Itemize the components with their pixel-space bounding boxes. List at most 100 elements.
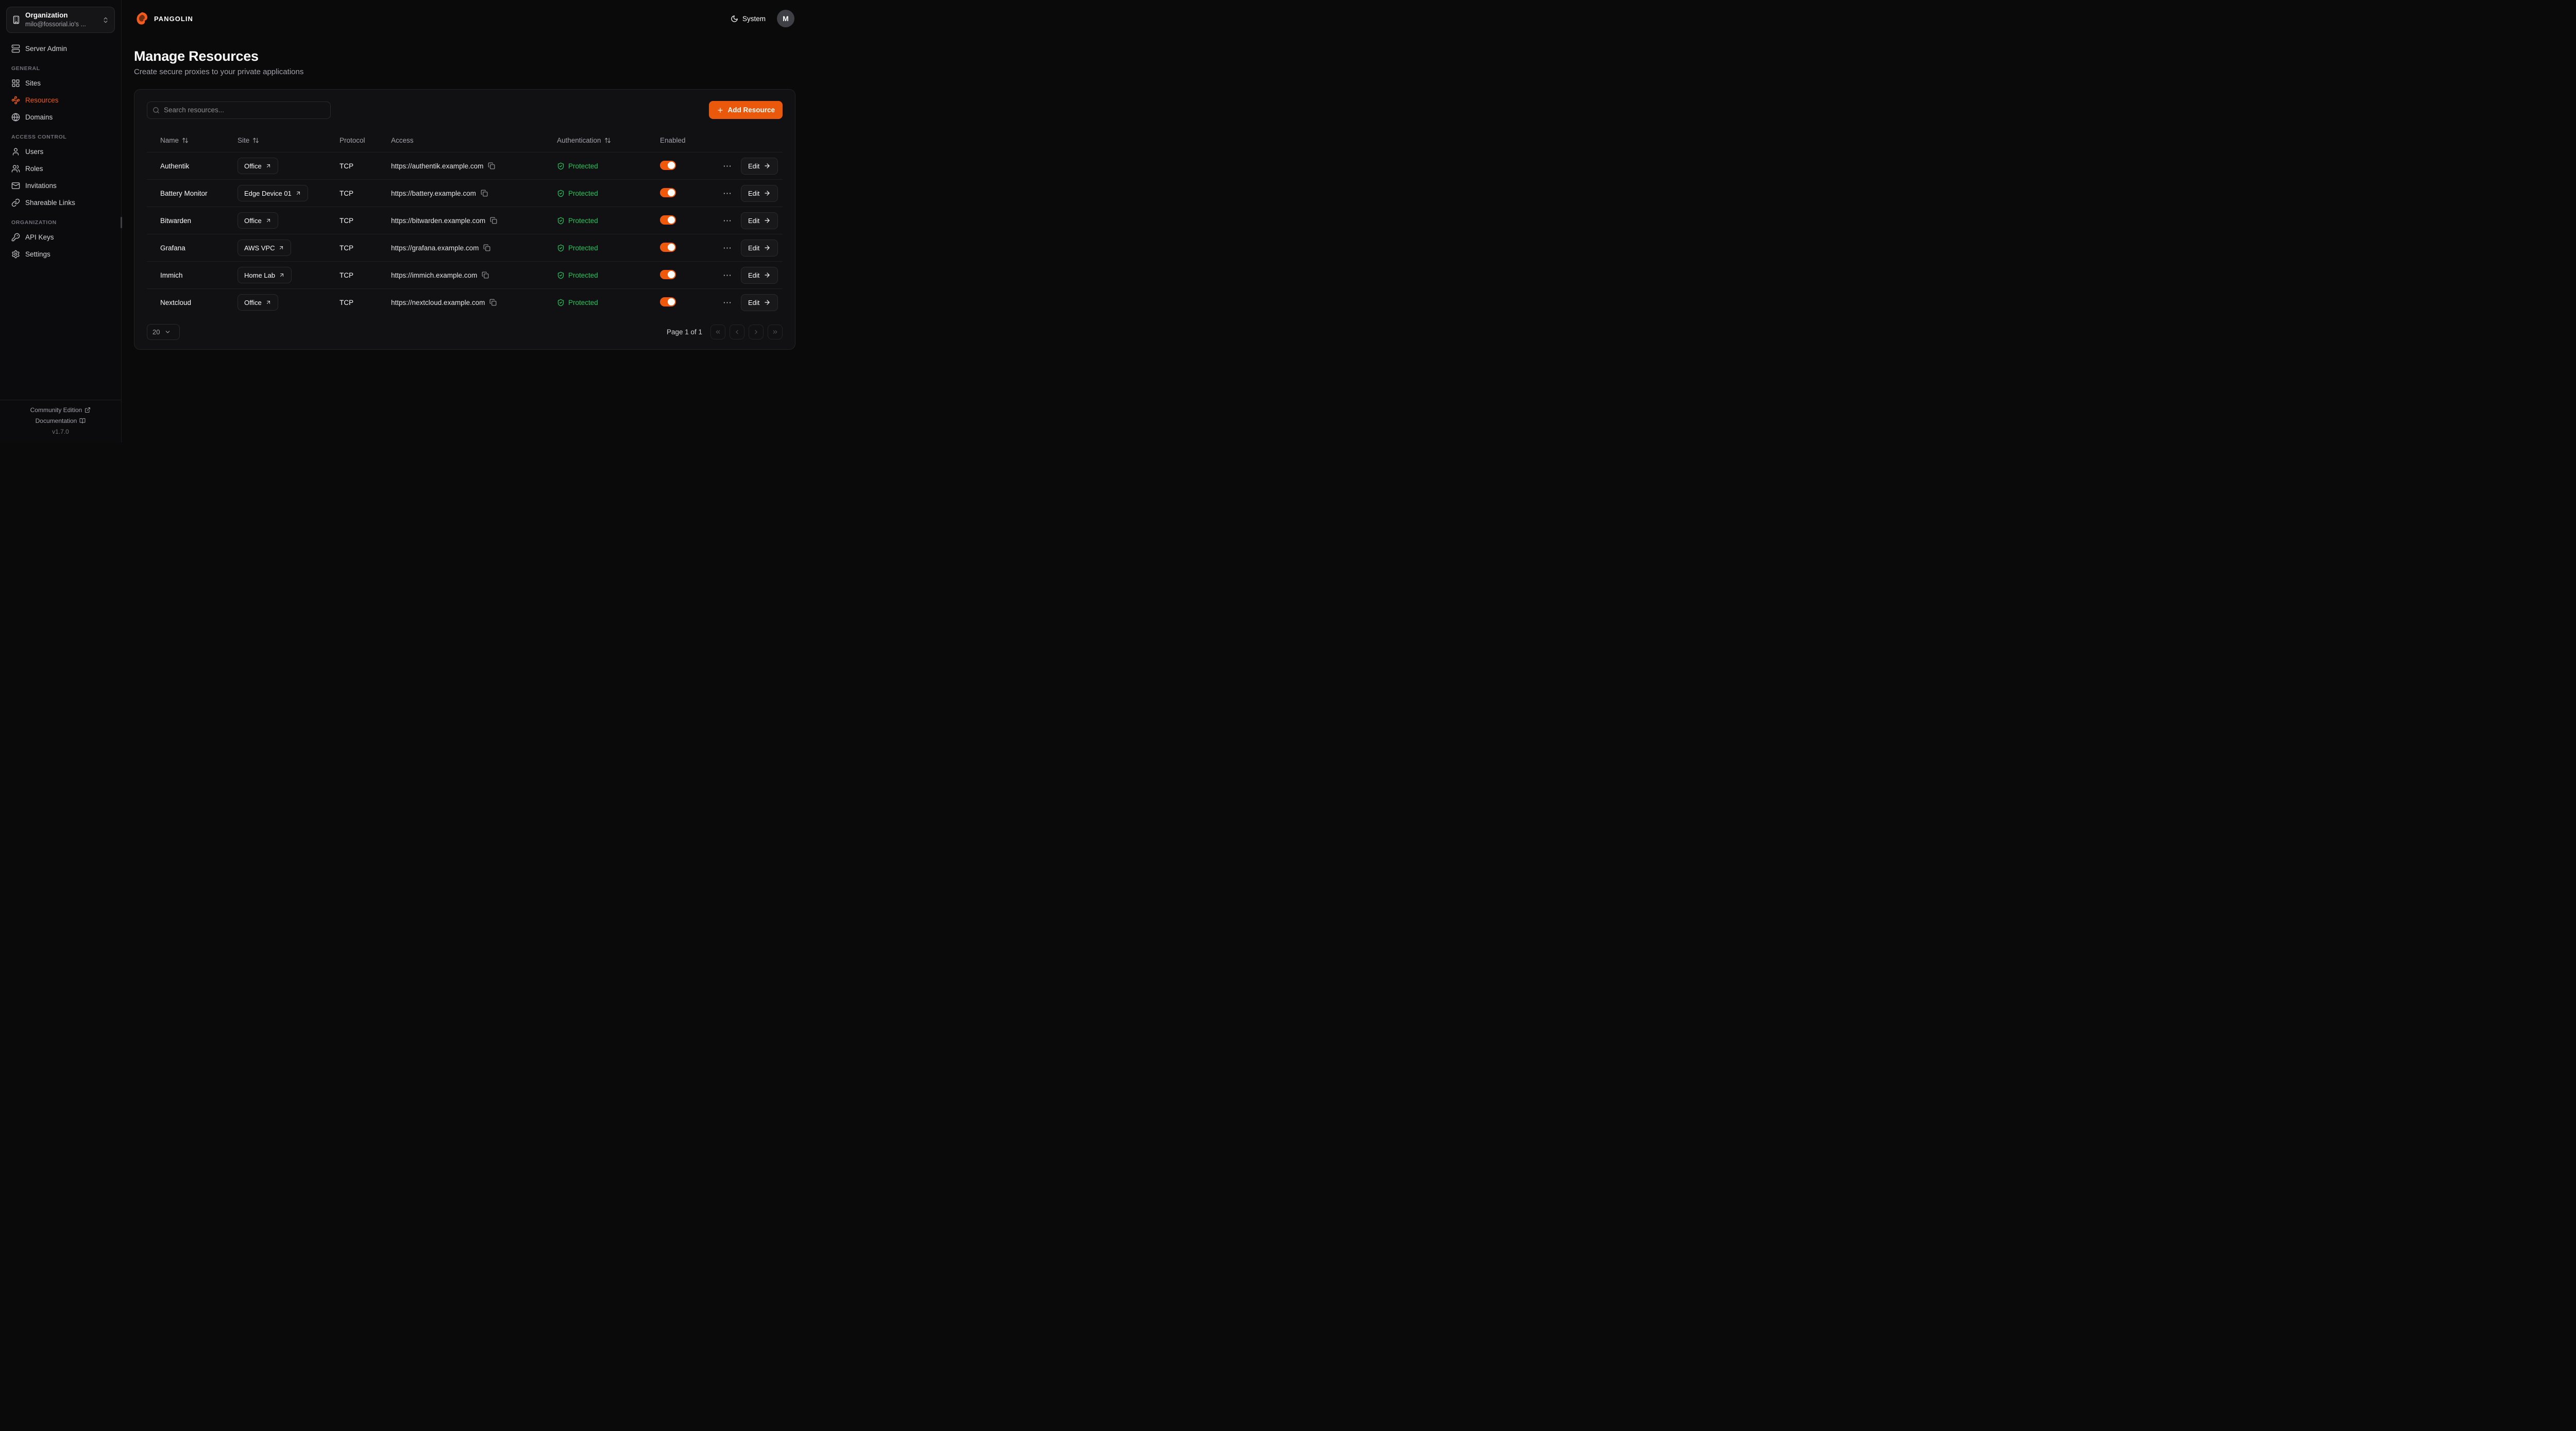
resource-protocol: TCP [340,244,353,252]
arrow-right-icon [764,217,771,224]
org-title: Organization [25,11,68,19]
page-info: Page 1 of 1 [666,328,702,336]
community-edition-link[interactable]: Community Edition [30,406,91,414]
sidebar-item-label: Sites [25,79,41,88]
first-page-button[interactable] [710,325,725,339]
brand: PANGOLIN [134,11,193,26]
shield-check-icon [557,217,565,225]
page-size-select[interactable]: 20 [147,324,180,340]
pangolin-logo-icon [137,12,147,25]
arrow-up-right-icon [295,190,301,196]
column-header-site[interactable]: Site [238,137,340,144]
enabled-toggle[interactable] [660,188,676,197]
resource-name: Battery Monitor [160,189,208,197]
column-header-authentication[interactable]: Authentication [557,137,660,144]
resource-protocol: TCP [340,216,353,225]
copy-icon[interactable] [489,299,497,306]
documentation-link[interactable]: Documentation [36,417,86,424]
user-icon [11,147,20,156]
sidebar-item-resources[interactable]: Resources [6,92,115,109]
row-menu-button[interactable]: ⋯ [721,188,734,199]
sidebar-item-shareable-links[interactable]: Shareable Links [6,194,115,211]
prev-page-button[interactable] [730,325,744,339]
page-head: Manage Resources Create secure proxies t… [122,37,808,76]
copy-icon[interactable] [481,190,488,197]
resource-protocol: TCP [340,189,353,197]
shield-check-icon [557,190,565,197]
sidebar-item-invitations[interactable]: Invitations [6,177,115,194]
page-subtitle: Create secure proxies to your private ap… [134,67,304,76]
enabled-toggle[interactable] [660,160,676,170]
site-link-button[interactable]: Home Lab [238,267,292,283]
arrow-right-icon [764,271,771,279]
arrow-right-icon [764,162,771,169]
sidebar-item-label: Roles [25,165,43,173]
avatar[interactable]: M [777,10,794,27]
resource-access-url: https://nextcloud.example.com [391,298,485,306]
site-link-button[interactable]: Edge Device 01 [238,185,308,201]
sidebar-item-domains[interactable]: Domains [6,109,115,126]
resource-access-url: https://battery.example.com [391,189,476,197]
edit-button[interactable]: Edit [741,184,778,202]
enabled-toggle[interactable] [660,215,676,225]
sidebar-item-users[interactable]: Users [6,143,115,160]
edit-button[interactable]: Edit [741,212,778,229]
pagination-controls [710,325,783,339]
main-area: PANGOLIN System M Manage Resources Creat… [122,0,808,442]
sidebar-item-settings[interactable]: Settings [6,246,115,263]
theme-selector[interactable]: System [731,15,766,23]
sidebar-item-api-keys[interactable]: API Keys [6,229,115,246]
row-menu-button[interactable]: ⋯ [721,215,734,226]
card-footer: 20 Page 1 of 1 [147,324,783,340]
copy-icon[interactable] [483,244,490,251]
column-header-name[interactable]: Name [160,137,238,144]
sidebar-item-roles[interactable]: Roles [6,160,115,177]
sidebar-item-sites[interactable]: Sites [6,75,115,92]
table-row: Nextcloud Office TCP https://nextcloud.e… [147,288,783,316]
row-menu-button[interactable]: ⋯ [721,161,734,172]
sidebar-resize-handle[interactable] [121,217,122,228]
edit-button[interactable]: Edit [741,294,778,311]
sidebar-item-server-admin[interactable]: Server Admin [6,40,115,57]
site-link-button[interactable]: Office [238,158,278,174]
page-title: Manage Resources [134,48,259,64]
sort-icon [252,137,259,144]
enabled-toggle[interactable] [660,242,676,252]
resource-access-url: https://grafana.example.com [391,244,479,252]
sidebar-item-label: Shareable Links [25,199,75,207]
org-selector[interactable]: Organization milo@fossorial.io's ... [6,7,115,33]
search-input[interactable] [164,106,325,114]
auth-status-badge: Protected [557,244,660,252]
row-menu-button[interactable]: ⋯ [721,270,734,281]
site-link-button[interactable]: Office [238,294,278,311]
shield-check-icon [557,162,565,170]
site-link-button[interactable]: Office [238,212,278,229]
table-row: Battery Monitor Edge Device 01 TCP https… [147,179,783,207]
sidebar-nav: Server Admin GENERAL Sites Resources Dom [0,40,121,263]
copy-icon[interactable] [488,162,495,169]
column-header-enabled: Enabled [660,136,686,144]
enabled-toggle[interactable] [660,269,676,279]
arrow-right-icon [764,190,771,197]
add-resource-button[interactable]: Add Resource [709,101,783,119]
sidebar-item-label: Domains [25,113,53,122]
copy-icon[interactable] [482,271,489,279]
edit-button[interactable]: Edit [741,157,778,175]
copy-icon[interactable] [490,217,497,224]
resource-protocol: TCP [340,162,353,170]
shield-check-icon [557,271,565,279]
row-menu-button[interactable]: ⋯ [721,243,734,253]
moon-icon [731,15,738,23]
enabled-toggle[interactable] [660,297,676,306]
chevron-down-icon [164,329,171,335]
edit-button[interactable]: Edit [741,239,778,257]
last-page-button[interactable] [768,325,783,339]
book-open-icon [79,418,86,424]
edit-button[interactable]: Edit [741,266,778,284]
nav-section-general: GENERAL [11,65,40,72]
sidebar-footer: Community Edition Documentation v1.7.0 [0,400,121,442]
row-menu-button[interactable]: ⋯ [721,297,734,308]
auth-status-badge: Protected [557,190,660,197]
next-page-button[interactable] [749,325,764,339]
site-link-button[interactable]: AWS VPC [238,240,292,256]
